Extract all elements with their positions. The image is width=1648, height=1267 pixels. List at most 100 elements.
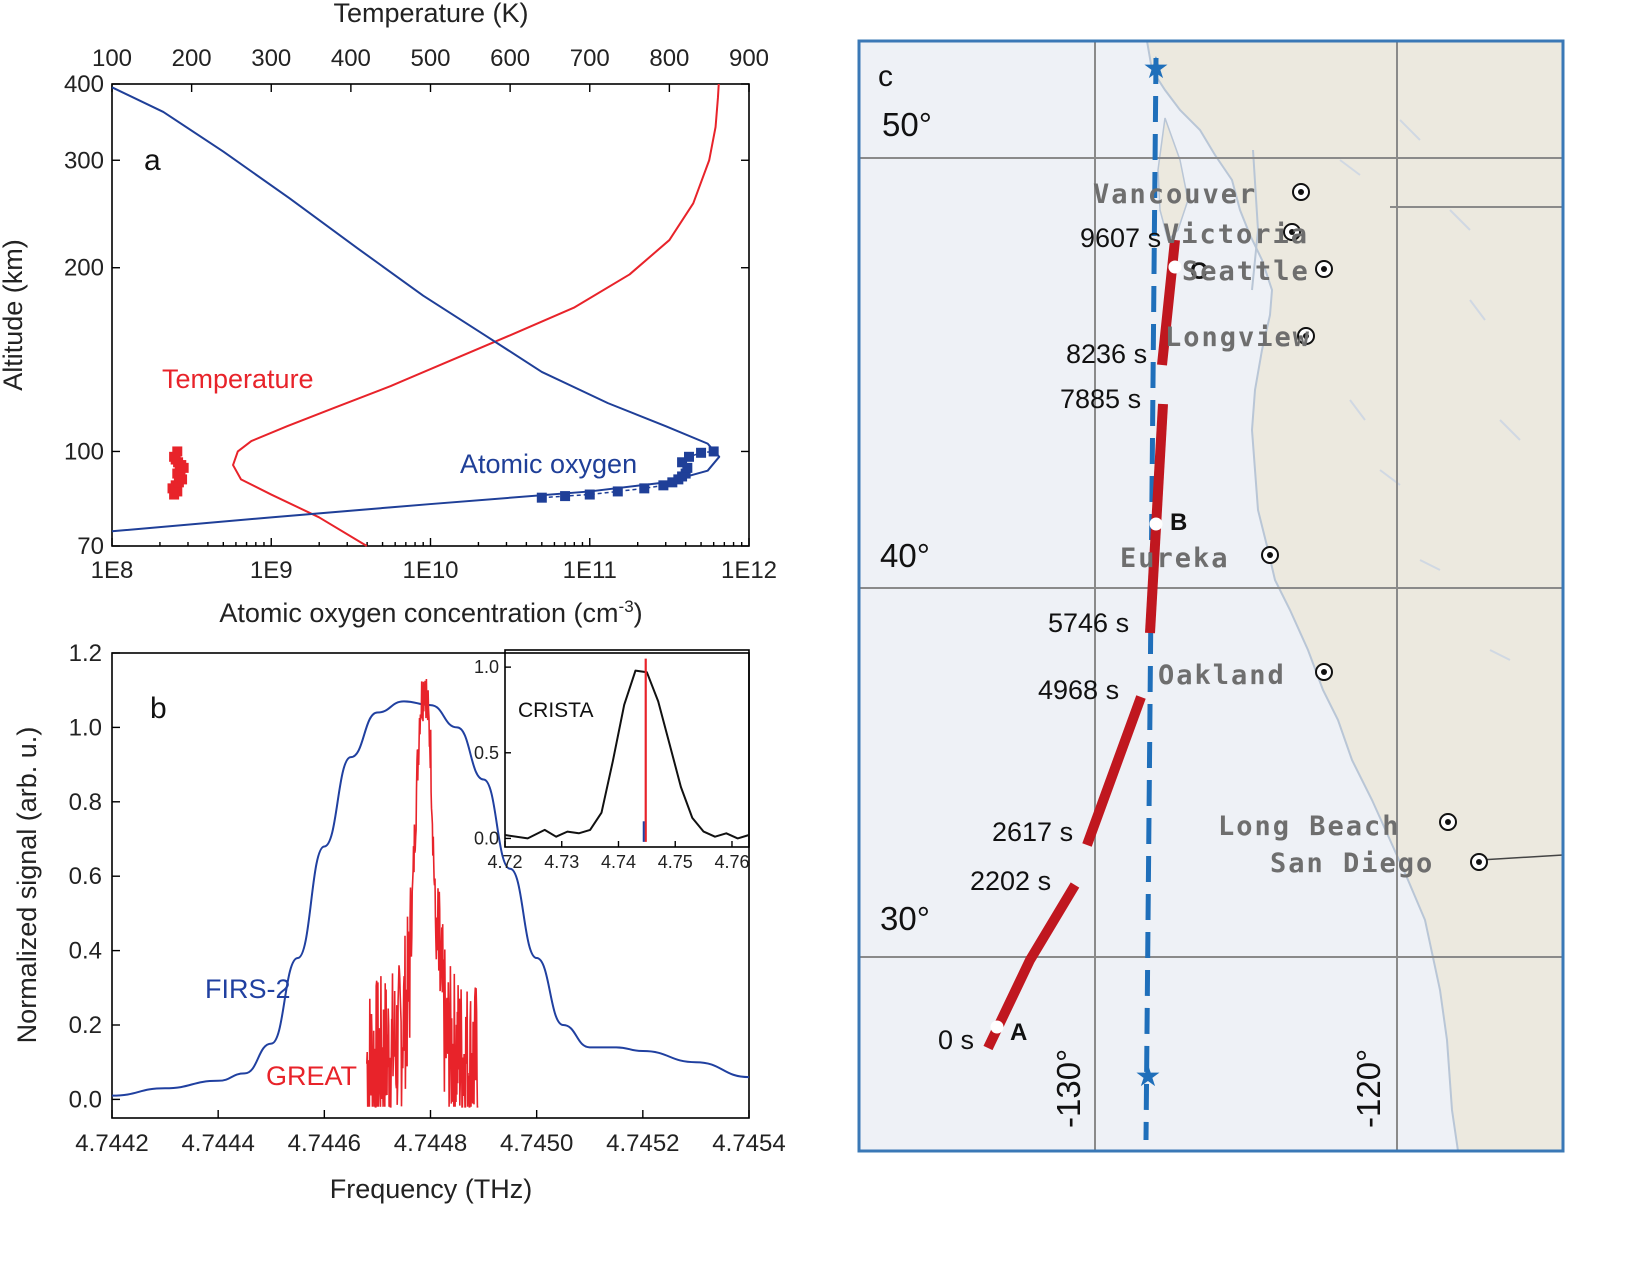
inset-xtick-label: 4.74	[601, 852, 636, 872]
lon-label-130: -130°	[1050, 1049, 1087, 1128]
a-data-marker	[536, 492, 547, 503]
lon-label-120: -120°	[1350, 1049, 1387, 1128]
panel-c-map: ★ ★ C B A Vancouver Victoria	[857, 39, 1565, 1153]
city-label-seattle: Seattle	[1182, 256, 1310, 287]
temperature-annotation: Temperature	[162, 364, 314, 394]
city-marker-san-diego	[1470, 853, 1488, 871]
lat-label-30: 30°	[880, 900, 930, 937]
panel-b-y-axis-title: Normalized signal (arb. u.)	[12, 727, 42, 1044]
a-x2tick-label: 600	[490, 45, 530, 72]
a-ytick-label: 100	[64, 438, 104, 465]
panel-a-top-axis: 100 200 300 400 500 600 700 800 900	[92, 45, 769, 92]
panel-a-left-axis: 70 100 200 300 400	[64, 71, 749, 560]
inset-series	[504, 658, 750, 842]
x-axis-title-main: Atomic oxygen concentration (cm	[219, 598, 618, 628]
a-x2tick-label: 700	[570, 45, 610, 72]
a-xtick-label: 1E8	[91, 557, 134, 584]
city-label-vancouver: Vancouver	[1093, 179, 1257, 210]
a-data-marker	[677, 457, 688, 468]
city-markers	[1261, 183, 1488, 871]
b-ytick-label: 0.0	[69, 1086, 102, 1113]
panel-b-letter: b	[150, 692, 167, 725]
inset-x-axis: 4.72 4.73 4.74 4.75 4.76	[487, 841, 750, 872]
city-marker-victoria	[1283, 223, 1301, 241]
b-xtick-label: 4.7452	[606, 1130, 679, 1157]
a-data-marker	[658, 480, 669, 491]
city-marker-long-beach	[1439, 813, 1457, 831]
point-c-label: C	[1190, 258, 1207, 285]
a-x2tick-label: 200	[172, 45, 212, 72]
a-ytick-label: 300	[64, 147, 104, 174]
city-label-eureka: Eureka	[1120, 543, 1230, 574]
time-label-7885: 7885 s	[1060, 384, 1141, 414]
a-ytick-label: 70	[77, 533, 104, 560]
track-segment-a	[983, 882, 1080, 1051]
a-data-marker	[684, 451, 695, 462]
panel-a-series	[111, 83, 721, 547]
a-x2tick-label: 300	[251, 45, 291, 72]
a-data-marker	[667, 477, 678, 488]
a-data-marker	[696, 447, 707, 458]
panel-b-series	[111, 678, 750, 1108]
map-frame	[857, 39, 1565, 1153]
panel-a-top-axis-title: Temperature (K)	[333, 0, 528, 28]
lat-label-50: 50°	[882, 106, 932, 143]
great-spectrum	[366, 678, 479, 1108]
b-ytick-label: 0.4	[69, 938, 102, 965]
crista-curve	[504, 669, 750, 840]
firs2-curve	[111, 700, 750, 1097]
b-xtick-label: 4.7444	[181, 1130, 254, 1157]
panel-a-bottom-axis: 1E8 1E9 1E10 1E11 1E12	[91, 538, 777, 584]
city-label-victoria: Victoria	[1163, 219, 1309, 250]
great-annotation: GREAT	[266, 1061, 357, 1091]
a-data-marker	[682, 462, 693, 473]
panel-a-letter: a	[144, 144, 161, 177]
inset-ytick-label: 1.0	[474, 657, 499, 677]
atomic-oxygen-annotation: Atomic oxygen	[460, 449, 637, 479]
lat-label-40: 40°	[880, 537, 930, 574]
a-data-line	[541, 450, 714, 499]
inset-xtick-label: 4.75	[658, 852, 693, 872]
point-b-marker	[1149, 517, 1163, 531]
crista-label: CRISTA	[518, 699, 593, 722]
city-label-san-diego: San Diego	[1270, 848, 1434, 879]
panel-b-y-axis: 0.0 0.2 0.4 0.6 0.8 1.0 1.2	[69, 640, 120, 1113]
a-x2tick-label: 900	[729, 45, 769, 72]
a-x2tick-label: 400	[331, 45, 371, 72]
a-data-marker	[680, 468, 691, 479]
inset-frame	[504, 649, 750, 848]
a-xtick-label: 1E10	[402, 557, 458, 584]
city-marker-vancouver	[1292, 183, 1310, 201]
a-x2tick-label: 100	[92, 45, 132, 72]
inset-ytick-label: 0.5	[474, 743, 499, 763]
a-data-marker	[708, 446, 719, 457]
temperature-curve	[232, 83, 720, 547]
b-ytick-label: 0.6	[69, 863, 102, 890]
city-marker-eureka	[1261, 546, 1279, 564]
panel-c-letter: c	[878, 60, 893, 93]
b-ytick-label: 1.0	[69, 714, 102, 741]
b-ytick-label: 0.8	[69, 789, 102, 816]
city-label-long-beach: Long Beach	[1218, 811, 1401, 842]
city-marker-longview	[1297, 327, 1315, 345]
time-label-0: 0 s	[938, 1025, 974, 1055]
time-label-4968: 4968 s	[1038, 675, 1119, 705]
city-label-longview: Longview	[1165, 322, 1311, 353]
b-xtick-label: 4.7448	[394, 1130, 467, 1157]
a-data-marker	[612, 486, 623, 497]
inset-ytick-label: 0.0	[474, 828, 499, 848]
track-segment-c	[1157, 239, 1180, 366]
a-data-marker	[169, 451, 180, 462]
panel-a-x-axis-title: Atomic oxygen concentration (cm-3)	[219, 597, 642, 628]
b-ytick-label: 0.2	[69, 1012, 102, 1039]
city-label-oakland: Oakland	[1158, 660, 1286, 691]
a-xtick-label: 1E11	[563, 557, 617, 584]
border-line	[1479, 854, 1564, 861]
city-marker-seattle	[1315, 260, 1333, 278]
city-marker-oakland	[1315, 663, 1333, 681]
x-axis-title-end: )	[634, 598, 643, 628]
panel-a-frame	[111, 83, 750, 547]
time-label-9607: 9607 s	[1080, 223, 1161, 253]
track-segment-mid	[1082, 695, 1146, 847]
